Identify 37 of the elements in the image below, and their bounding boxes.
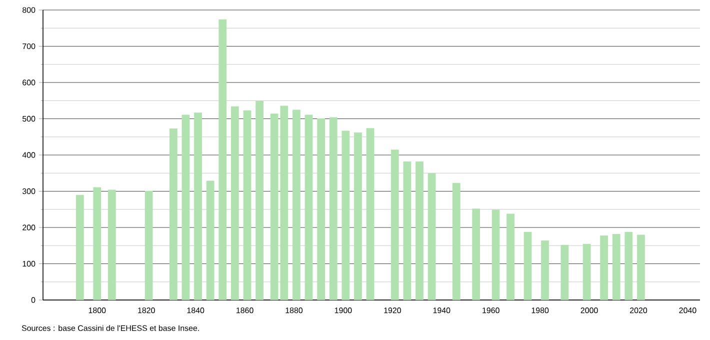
bar	[304, 114, 313, 300]
bar	[524, 232, 532, 300]
bar	[206, 180, 214, 300]
bar	[416, 162, 424, 300]
bar	[403, 162, 412, 300]
bar	[492, 210, 500, 300]
bar	[452, 182, 460, 300]
bar	[612, 234, 620, 300]
bar	[108, 190, 116, 300]
bar	[218, 19, 227, 300]
bar	[506, 214, 514, 300]
bar	[317, 118, 325, 300]
bar	[76, 194, 84, 300]
bar	[582, 244, 591, 300]
bar	[637, 234, 645, 300]
bar	[624, 232, 633, 300]
bar	[366, 128, 374, 300]
bar	[329, 117, 338, 300]
bar	[243, 110, 252, 300]
bar	[256, 100, 264, 300]
bar	[541, 240, 549, 300]
bar	[354, 132, 362, 300]
bar	[600, 235, 608, 300]
bar	[182, 114, 190, 300]
bar	[144, 190, 153, 300]
bar	[270, 114, 278, 300]
bar	[390, 150, 399, 300]
bar	[231, 106, 239, 300]
bar	[292, 110, 300, 300]
bar	[560, 244, 569, 300]
bar	[280, 106, 288, 300]
bar	[93, 187, 102, 300]
bar	[169, 128, 178, 300]
bar	[194, 112, 202, 300]
bar	[472, 208, 480, 300]
bar	[342, 130, 350, 300]
bar	[428, 173, 436, 300]
